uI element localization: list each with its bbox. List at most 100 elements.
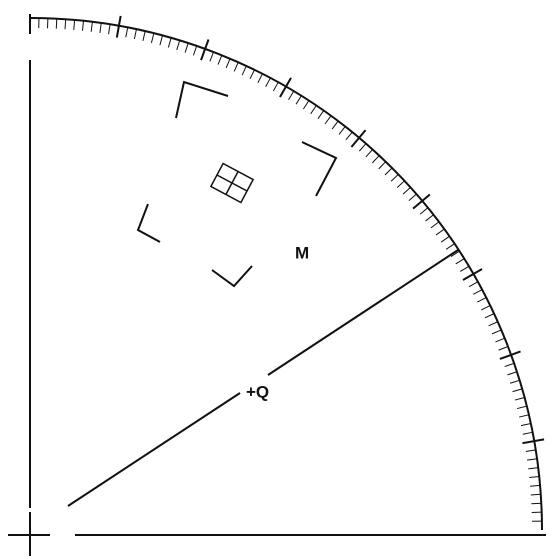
frame bbox=[8, 14, 546, 556]
minor-tick bbox=[324, 115, 332, 125]
minor-tick bbox=[365, 149, 373, 158]
minor-tick bbox=[435, 228, 445, 236]
minor-tick bbox=[450, 250, 460, 258]
minor-tick bbox=[302, 100, 310, 110]
minor-tick bbox=[509, 379, 520, 384]
minor-tick bbox=[233, 62, 239, 72]
minor-tick bbox=[371, 155, 380, 164]
minor-tick bbox=[507, 371, 518, 376]
minor-tick bbox=[288, 90, 295, 100]
minor-tick bbox=[530, 484, 541, 487]
minor-tick bbox=[495, 337, 505, 343]
minor-tick bbox=[99, 22, 102, 33]
minor-tick bbox=[249, 69, 255, 80]
minor-tick bbox=[430, 221, 440, 229]
minor-tick bbox=[402, 187, 411, 195]
minor-tick bbox=[522, 431, 533, 435]
major-tick bbox=[350, 129, 367, 148]
minor-tick bbox=[473, 289, 483, 295]
minor-tick bbox=[73, 19, 76, 30]
arc bbox=[29, 17, 543, 531]
minor-tick bbox=[504, 362, 515, 368]
minor-tick bbox=[514, 397, 525, 401]
minor-tick bbox=[265, 77, 271, 87]
minor-tick bbox=[528, 467, 539, 470]
minor-tick bbox=[272, 81, 279, 92]
minor-tick bbox=[384, 167, 393, 176]
bracket bbox=[301, 141, 338, 197]
minor-tick bbox=[491, 329, 502, 335]
brackets bbox=[136, 80, 338, 288]
minor-tick bbox=[527, 458, 538, 461]
minor-tick bbox=[192, 45, 198, 56]
minor-tick bbox=[217, 55, 223, 65]
major-tick bbox=[412, 193, 431, 210]
major-tick bbox=[522, 438, 545, 445]
major-tick bbox=[462, 268, 483, 281]
minor-tick bbox=[419, 207, 429, 215]
minor-tick bbox=[150, 33, 155, 44]
minor-tick bbox=[133, 29, 137, 40]
bracket bbox=[211, 265, 253, 288]
minor-tick bbox=[55, 18, 58, 29]
minor-tick bbox=[480, 305, 491, 311]
minor-tick bbox=[358, 143, 367, 152]
minor-tick bbox=[184, 42, 189, 53]
minor-tick bbox=[468, 281, 479, 288]
minor-tick bbox=[520, 423, 531, 427]
minor-tick bbox=[225, 58, 231, 69]
minor-tick bbox=[64, 19, 67, 30]
minor-tick bbox=[519, 414, 529, 418]
minor-tick bbox=[445, 243, 455, 250]
minor-tick bbox=[108, 24, 111, 35]
minor-tick bbox=[125, 27, 129, 38]
minor-tick bbox=[310, 105, 317, 115]
minor-tick bbox=[440, 235, 450, 243]
minor-tick bbox=[317, 110, 325, 120]
minor-tick bbox=[425, 214, 434, 222]
major-tick bbox=[499, 350, 521, 360]
minor-tick bbox=[396, 180, 405, 189]
target-grid bbox=[209, 162, 255, 204]
minor-tick bbox=[512, 388, 523, 393]
minor-tick bbox=[455, 258, 465, 265]
minor-tick bbox=[345, 131, 353, 141]
grid-line bbox=[216, 174, 248, 192]
minor-tick bbox=[90, 21, 93, 32]
minor-tick bbox=[516, 405, 527, 410]
minor-tick bbox=[529, 475, 540, 479]
minor-tick bbox=[484, 313, 495, 319]
minor-tick bbox=[81, 20, 85, 31]
minor-tick bbox=[525, 449, 536, 452]
minor-tick bbox=[176, 40, 181, 51]
minor-tick bbox=[159, 35, 163, 46]
minor-tick bbox=[460, 265, 470, 272]
minor-tick bbox=[331, 120, 339, 130]
minor-tick bbox=[209, 51, 214, 62]
minor-tick bbox=[241, 65, 247, 76]
minor-tick bbox=[498, 346, 509, 351]
minor-tick bbox=[477, 297, 487, 303]
minor-tick bbox=[142, 31, 146, 41]
major-tick bbox=[115, 15, 122, 38]
minor-tick bbox=[530, 493, 541, 496]
tick-group bbox=[38, 15, 545, 522]
minor-tick bbox=[531, 502, 542, 505]
radius-line bbox=[67, 392, 241, 507]
bracket bbox=[136, 203, 161, 243]
major-tick bbox=[279, 77, 292, 98]
minor-tick bbox=[338, 126, 346, 135]
major-tick bbox=[200, 39, 210, 61]
bracket bbox=[175, 80, 229, 119]
grid-box bbox=[209, 162, 255, 204]
minor-tick bbox=[378, 161, 387, 170]
minor-tick bbox=[408, 193, 417, 202]
minor-tick bbox=[257, 73, 263, 83]
minor-tick bbox=[295, 95, 302, 105]
label-m: M bbox=[295, 243, 309, 262]
label-q: +Q bbox=[246, 382, 269, 401]
minor-tick bbox=[167, 37, 172, 48]
radius-line bbox=[267, 249, 459, 376]
minor-tick bbox=[390, 173, 399, 182]
